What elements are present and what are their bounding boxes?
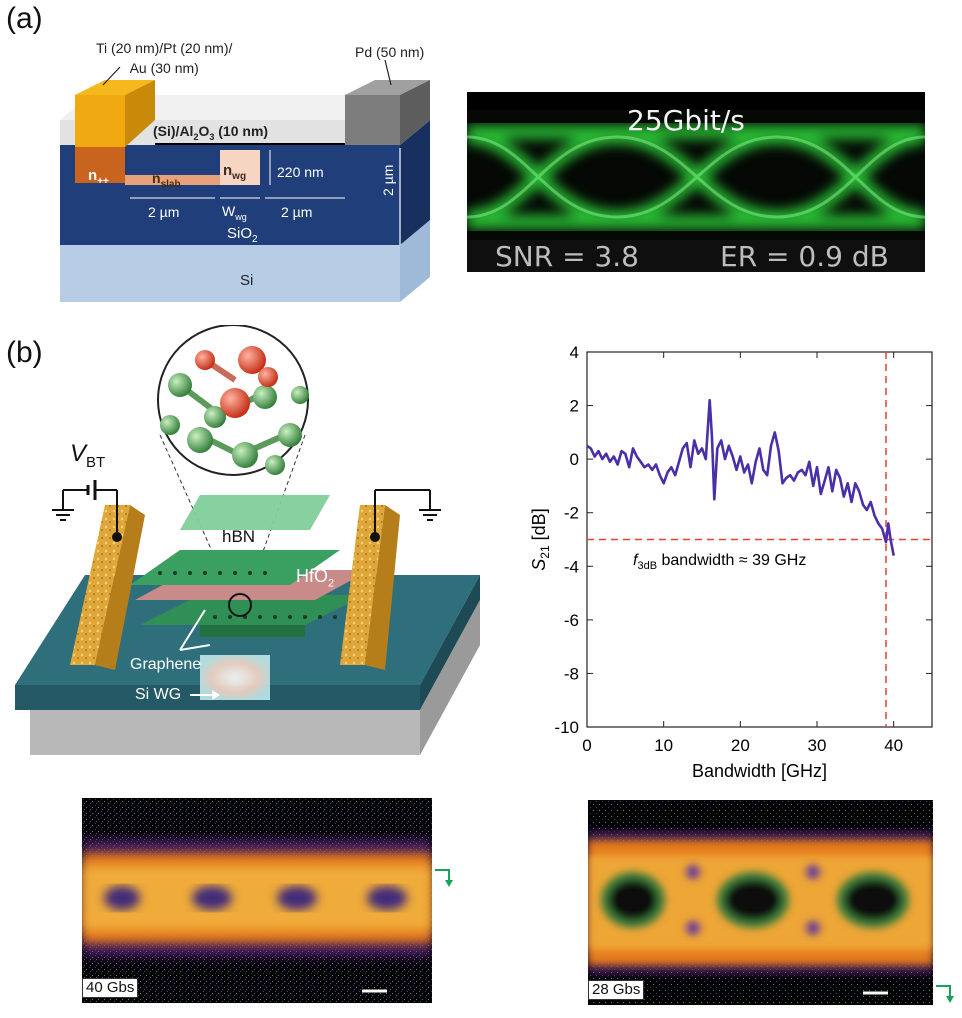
- si-wg-label: Si WG: [135, 686, 182, 703]
- dim-mid-main: W: [222, 203, 236, 219]
- marker-arrow-icon-2: [936, 985, 954, 1003]
- y-tick-label-7: -10: [554, 718, 579, 737]
- alumina-layer-label: (Si)/Al2O3 (10 nm): [153, 123, 268, 142]
- eye-diagram-28gbs: 28 Gbs: [588, 800, 933, 1005]
- bandwidth-annotation: f3dB bandwidth ≈ 39 GHz: [633, 552, 806, 572]
- bias-sub: BT: [86, 453, 106, 471]
- panel-a-device-schematic: [60, 59, 430, 302]
- eye-28-tag: 28 Gbs: [588, 980, 645, 1000]
- alumina-part2: O: [198, 123, 210, 139]
- alumina-part3: (10 nm): [214, 123, 269, 139]
- y-tick-label-4: -4: [564, 557, 579, 576]
- hfo2-label: HfO2: [296, 566, 334, 590]
- y-tick-label-0: 4: [570, 343, 579, 362]
- dim-left-label: 2 µm: [148, 204, 180, 220]
- x-tick-label-0: 0: [582, 736, 591, 755]
- s21-series-line: [586, 398, 895, 556]
- panel-a-label: (a): [6, 2, 43, 35]
- hfo2-sub: 2: [328, 577, 335, 590]
- dim-mid-sub: wg: [235, 211, 247, 222]
- contact-left-label: Ti (20 nm)/Pt (20 nm)/ Au (30 nm): [96, 38, 232, 78]
- contact-right-label: Pd (50 nm): [355, 44, 425, 60]
- eye-diagram-40gbs: 40 Gbs: [82, 798, 432, 1003]
- contact-left-line1: Ti (20 nm)/Pt (20 nm)/: [96, 40, 233, 56]
- panel-a-eye-diagram: 25Gbit/s SNR = 3.8 ER = 0.9 dB: [467, 92, 925, 272]
- oxide-thickness-label: 2 µm: [380, 164, 396, 196]
- dim-mid-label: Wwg: [222, 203, 247, 222]
- y-tick-label-2: 0: [570, 450, 579, 469]
- bias-main: V: [70, 440, 87, 467]
- x-tick-label-4: 40: [884, 736, 903, 755]
- y-tick-label-5: -6: [564, 611, 579, 630]
- n-pp-label: n++: [88, 167, 109, 187]
- eye-er-label: ER = 0.9 dB: [720, 240, 889, 272]
- n-pp-main: n: [88, 167, 98, 184]
- alumina-sub1: 2: [193, 131, 199, 142]
- graphene-label: Graphene: [130, 656, 202, 673]
- n-slab-sub: slab: [160, 178, 181, 190]
- n-wg-sub: wg: [232, 171, 247, 182]
- n-wg-main: n: [223, 162, 233, 179]
- hbn-label: hBN: [222, 527, 256, 546]
- substrate-label: Si: [240, 272, 254, 289]
- bias-label: VBT: [70, 440, 105, 471]
- eye-snr-label: SNR = 3.8: [495, 240, 639, 272]
- alumina-part1: (Si)/Al: [153, 123, 194, 139]
- eye-diagram-green: [467, 92, 925, 272]
- x-axis-label: Bandwidth [GHz]: [692, 761, 827, 781]
- x-tick-label-2: 20: [731, 736, 750, 755]
- oxide-label: SiO2: [227, 225, 258, 245]
- oxide-sub: 2: [252, 234, 258, 245]
- eye-28-pattern: [588, 800, 933, 1005]
- marker-arrow-icon: [435, 869, 453, 887]
- eye-40-pattern: [82, 798, 432, 1003]
- wg-height-label: 220 nm: [277, 164, 324, 180]
- alumina-sub2: 3: [209, 131, 215, 142]
- n-wg-label: nwg: [223, 162, 246, 182]
- contact-left-line2: Au (30 nm): [129, 60, 199, 76]
- y-tick-label-1: 2: [570, 397, 579, 416]
- y-tick-label-3: -2: [564, 504, 579, 523]
- hfo2-main: HfO: [296, 566, 329, 586]
- n-slab-main: n: [152, 170, 161, 186]
- eye-rate-label: 25Gbit/s: [627, 104, 745, 137]
- panel-b-device-illustration: [15, 325, 480, 755]
- n-pp-sub: ++: [97, 176, 109, 187]
- eye-40-tag: 40 Gbs: [82, 978, 139, 998]
- panel-b-label: (b): [6, 336, 43, 369]
- oxide-main: SiO: [227, 225, 253, 242]
- y-axis-label: S21 [dB]: [529, 508, 552, 570]
- x-tick-label-1: 10: [654, 736, 673, 755]
- dim-right-label: 2 µm: [281, 204, 313, 220]
- y-tick-label-6: -8: [564, 664, 579, 683]
- n-slab-label: nslab: [152, 170, 181, 190]
- x-tick-label-3: 30: [808, 736, 827, 755]
